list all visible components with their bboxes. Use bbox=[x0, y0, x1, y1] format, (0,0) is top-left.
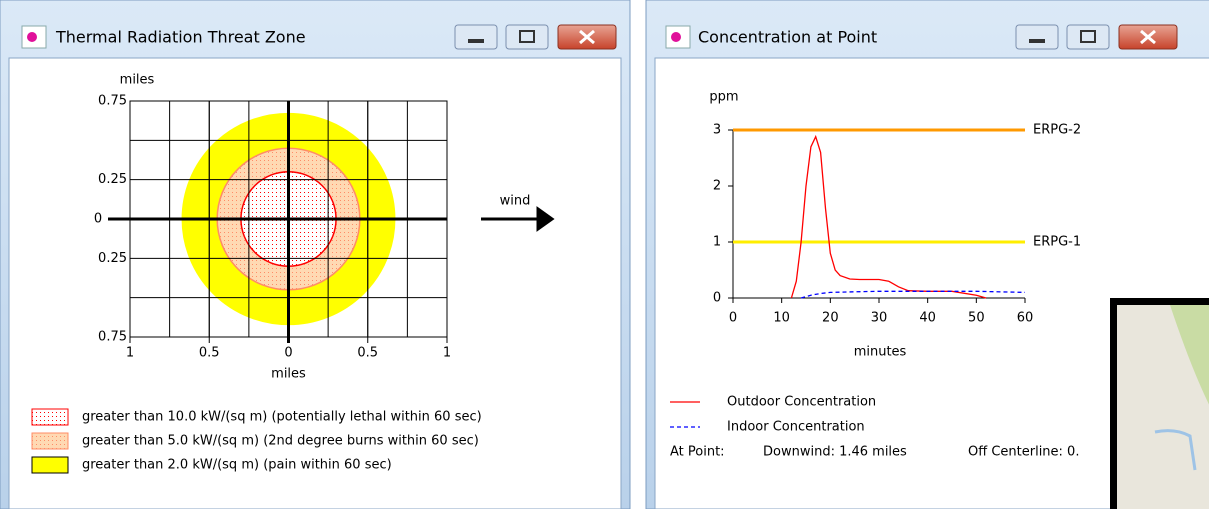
y-tick-label: 2 bbox=[713, 179, 721, 194]
wind-label: wind bbox=[500, 194, 531, 209]
y-tick-label: 0.75 bbox=[98, 330, 127, 345]
x-tick-label: 40 bbox=[919, 311, 936, 326]
y-axis-label: ppm bbox=[709, 90, 738, 105]
legend-label: Indoor Concentration bbox=[727, 420, 865, 435]
x-axis-label: minutes bbox=[854, 345, 907, 360]
x-axis-label: miles bbox=[271, 367, 306, 382]
minimize-glyph bbox=[1029, 39, 1045, 43]
maximize-button[interactable] bbox=[1067, 25, 1109, 49]
x-tick-label: 60 bbox=[1017, 311, 1034, 326]
legend-label: greater than 10.0 kW/(sq m) (potentially… bbox=[82, 410, 482, 425]
maximize-button[interactable] bbox=[506, 25, 548, 49]
y-tick-label: 0.75 bbox=[98, 94, 127, 109]
x-tick-label: 0.5 bbox=[199, 346, 220, 361]
y-tick-label: 3 bbox=[713, 123, 721, 138]
x-tick-label: 10 bbox=[773, 311, 790, 326]
x-tick-label: 1 bbox=[443, 346, 451, 361]
status-label: At Point: bbox=[670, 445, 725, 460]
minimize-button[interactable] bbox=[1016, 25, 1058, 49]
x-tick-label: 0.5 bbox=[357, 346, 378, 361]
screen: Thermal Radiation Threat Zone Concentrat… bbox=[0, 0, 1209, 509]
status-downwind: Downwind: 1.46 miles bbox=[763, 445, 907, 460]
y-tick-label: 0 bbox=[94, 212, 102, 227]
legend-swatch bbox=[32, 457, 68, 473]
status-off-centerline: Off Centerline: 0. bbox=[968, 445, 1079, 460]
window-title: Thermal Radiation Threat Zone bbox=[55, 28, 306, 47]
window-title: Concentration at Point bbox=[698, 28, 877, 47]
legend-label: greater than 5.0 kW/(sq m) (2nd degree b… bbox=[82, 434, 479, 449]
minimize-glyph bbox=[468, 39, 484, 43]
y-tick-label: 1 bbox=[713, 235, 721, 250]
threshold-label: ERPG-2 bbox=[1033, 123, 1081, 138]
x-tick-label: 1 bbox=[126, 346, 134, 361]
x-tick-label: 0 bbox=[729, 311, 737, 326]
x-tick-label: 50 bbox=[968, 311, 985, 326]
legend-swatch bbox=[32, 409, 68, 425]
x-tick-label: 0 bbox=[284, 346, 292, 361]
y-tick-label: 0 bbox=[713, 291, 721, 306]
y-tick-label: 0.25 bbox=[98, 172, 127, 187]
x-tick-label: 20 bbox=[822, 311, 839, 326]
y-tick-label: 0.25 bbox=[98, 251, 127, 266]
legend-label: greater than 2.0 kW/(sq m) (pain within … bbox=[82, 458, 392, 473]
threshold-label: ERPG-1 bbox=[1033, 235, 1081, 250]
y-axis-label: miles bbox=[120, 73, 155, 88]
icon-dot bbox=[27, 32, 37, 42]
legend-swatch bbox=[32, 433, 68, 449]
legend-label: Outdoor Concentration bbox=[727, 395, 876, 410]
minimize-button[interactable] bbox=[455, 25, 497, 49]
page: Thermal Radiation Threat Zone Concentrat… bbox=[0, 0, 1209, 509]
icon-dot bbox=[671, 32, 681, 42]
x-tick-label: 30 bbox=[871, 311, 888, 326]
